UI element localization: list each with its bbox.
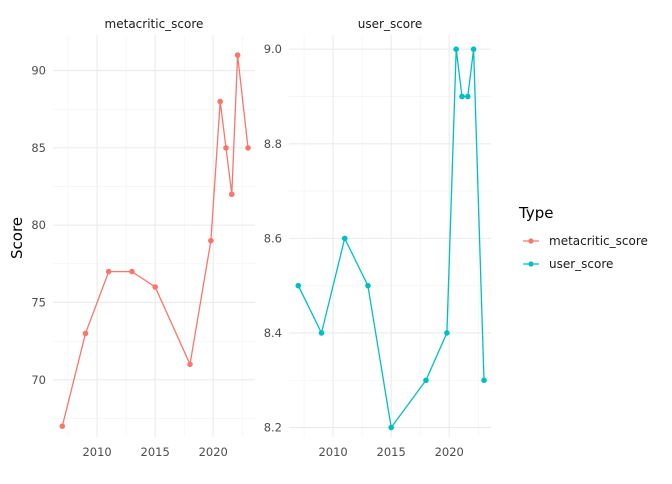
data-point-metacritic-score <box>208 237 214 244</box>
x-tick-label: 2015 <box>141 445 170 459</box>
data-point-user-score <box>423 377 429 384</box>
data-point-user-score <box>481 377 487 384</box>
x-tick-label: 2010 <box>82 445 111 459</box>
data-point-metacritic-score <box>245 145 251 151</box>
facet-title-user-score: user_score <box>358 17 422 31</box>
series-line-user-score <box>297 49 485 430</box>
y-tick-label: 90 <box>31 64 46 78</box>
x-tick-label: 2020 <box>435 445 464 459</box>
x-tick-label: 2010 <box>318 445 347 459</box>
data-point-user-score <box>464 93 471 100</box>
data-point-user-score <box>341 235 348 242</box>
y-tick-label: 85 <box>31 141 46 155</box>
legend-entry-user-score: user_score <box>523 257 613 271</box>
y-tick-label: 8.8 <box>264 137 282 151</box>
data-point-user-score <box>318 330 325 336</box>
data-point-user-score <box>453 46 459 52</box>
y-tick-label: 70 <box>31 373 46 387</box>
legend-entry-metacritic-score: metacritic_score <box>523 234 648 248</box>
data-point-metacritic-score <box>217 98 223 105</box>
y-tick-label: 80 <box>31 218 46 232</box>
y-tick-label: 8.4 <box>264 326 282 340</box>
x-tick-label: 2015 <box>377 445 406 459</box>
data-point-user-score <box>459 93 465 100</box>
x-tick-label: 2020 <box>199 445 228 459</box>
y-axis-label: Score <box>8 217 26 259</box>
facet-title-metacritic-score: metacritic_score <box>105 17 204 31</box>
legend-key-point-metacritic-score <box>528 238 534 244</box>
panel-user-score: user_score 8.2 8.4 8.6 8.8 9.0 2010 2015 2020 <box>264 17 491 459</box>
data-point-user-score <box>388 424 394 431</box>
panel-metacritic-score: metacritic_score 70 75 80 85 90 2010 2015 2020 <box>31 17 255 459</box>
data-point-metacritic-score <box>234 52 241 58</box>
y-tick-label: 75 <box>31 295 46 309</box>
data-point-metacritic-score <box>228 191 235 198</box>
series-line-metacritic-score <box>61 55 249 427</box>
data-point-metacritic-score <box>187 361 193 368</box>
legend-label-metacritic-score: metacritic_score <box>549 234 648 248</box>
legend-label-user-score: user_score <box>549 257 613 271</box>
data-point-metacritic-score <box>152 284 158 290</box>
data-point-metacritic-score <box>82 330 89 337</box>
y-tick-label: 9.0 <box>264 42 282 56</box>
y-tick-label: 8.2 <box>264 421 282 435</box>
data-point-user-score <box>365 282 371 289</box>
data-point-user-score <box>470 46 477 52</box>
data-point-user-score <box>444 330 450 336</box>
data-point-metacritic-score <box>59 423 66 429</box>
y-tick-label: 8.6 <box>264 231 282 245</box>
data-point-metacritic-score <box>129 268 135 275</box>
data-point-metacritic-score <box>105 268 112 275</box>
legend-key-point-user-score <box>528 261 534 267</box>
legend: Type metacritic_score user_score <box>518 204 648 271</box>
legend-title: Type <box>518 204 553 222</box>
data-point-metacritic-score <box>223 145 229 151</box>
data-point-user-score <box>295 282 302 289</box>
